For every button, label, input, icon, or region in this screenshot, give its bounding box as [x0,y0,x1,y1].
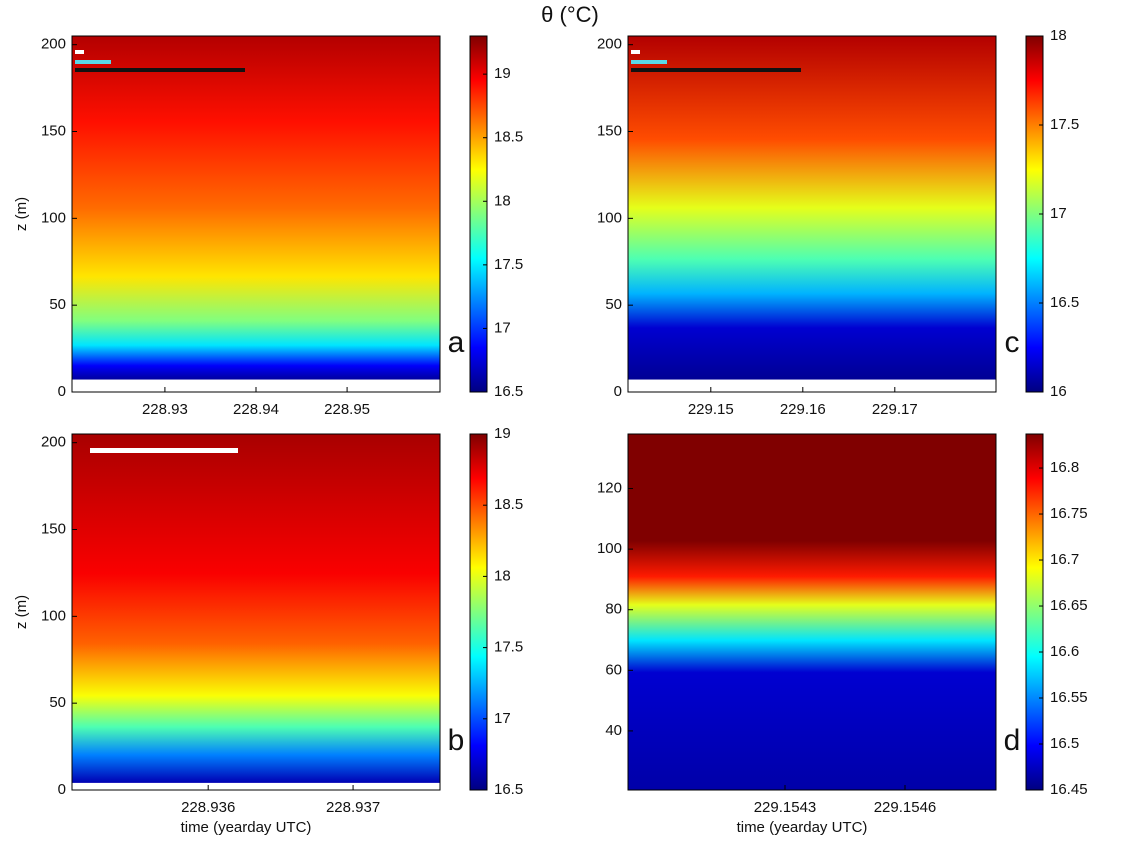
y-tick-label: 100 [597,540,622,557]
colorbar-tick-label: 18 [494,192,511,209]
plot-frame [627,433,997,791]
y-tick-label: 120 [597,480,622,497]
y-tick-label: 200 [597,36,622,53]
panel-label: a [448,326,465,359]
y-tick-label: 100 [41,209,66,226]
x-tick-label: 228.95 [324,401,370,418]
colorbar-tick-label: 17 [1050,205,1067,222]
colorbar-tick-label: 19 [494,425,511,442]
colorbar-tick-label: 18 [1050,27,1067,44]
y-tick-label: 150 [41,520,66,537]
y-tick-label: 0 [614,383,622,400]
colorbar [469,35,488,393]
y-tick-label: 150 [41,122,66,139]
y-tick-label: 40 [605,722,622,739]
y-axis-label: z (m) [13,595,30,629]
colorbar-tick-label: 17.5 [494,639,523,656]
colorbar-tick-label: 16.45 [1050,781,1088,798]
scale-bar [631,68,801,72]
x-tick-label: 229.1543 [754,799,817,816]
plot-frame [627,35,997,393]
y-tick-label: 200 [41,36,66,53]
y-tick-label: 150 [597,122,622,139]
scale-bar [631,60,667,64]
colorbar-tick-label: 16.5 [1050,735,1079,752]
colorbar-tick-label: 16.75 [1050,505,1088,522]
heatmap-field [72,36,440,380]
panel-label: b [448,724,465,757]
colorbar-tick-label: 16.5 [494,383,523,400]
colorbar-tick-label: 16.5 [494,781,523,798]
x-tick-label: 229.17 [872,401,918,418]
x-tick-label: 228.93 [142,401,188,418]
y-tick-label: 60 [605,661,622,678]
scale-bar [90,448,238,453]
y-axis-label: z (m) [13,197,30,231]
y-tick-label: 50 [605,296,622,313]
colorbar-tick-label: 18.5 [494,129,523,146]
y-tick-label: 80 [605,601,622,618]
y-tick-label: 200 [41,434,66,451]
colorbar-tick-label: 17.5 [1050,116,1079,133]
colorbar-tick-label: 18.5 [494,496,523,513]
x-tick-label: 228.937 [326,799,380,816]
colorbar-tick-label: 18 [494,567,511,584]
heatmap-field [628,36,996,380]
colorbar-tick-label: 16.65 [1050,597,1088,614]
figure-title: θ (°C) [541,2,599,27]
x-tick-label: 229.15 [688,401,734,418]
colorbar-tick-label: 16.7 [1050,551,1079,568]
scale-bar [75,50,84,54]
colorbar [1025,433,1044,791]
colorbar-tick-label: 16 [1050,383,1067,400]
x-tick-label: 228.936 [181,799,235,816]
colorbar-tick-label: 17 [494,319,511,336]
colorbar-tick-label: 16.6 [1050,643,1079,660]
scale-bar [631,50,640,54]
colorbar-tick-label: 16.55 [1050,689,1088,706]
colorbar [469,433,488,791]
x-tick-label: 228.94 [233,401,279,418]
y-tick-label: 100 [597,209,622,226]
scale-bar [75,60,111,64]
x-tick-label: 229.1546 [874,799,937,816]
scale-bar [75,68,245,72]
x-axis-label: time (yearday UTC) [737,819,868,836]
heatmap-field [628,434,996,790]
colorbar-tick-label: 17 [494,710,511,727]
y-tick-label: 50 [49,694,66,711]
colorbar-tick-label: 16.5 [1050,294,1079,311]
colorbar-tick-label: 16.8 [1050,459,1079,476]
plot-frame [71,433,441,791]
y-tick-label: 0 [58,781,66,798]
x-axis-label: time (yearday UTC) [181,819,312,836]
panel-label: c [1005,326,1020,359]
y-tick-label: 100 [41,607,66,624]
y-tick-label: 0 [58,383,66,400]
colorbar-tick-label: 17.5 [494,256,523,273]
panel-label: d [1004,724,1021,757]
y-tick-label: 50 [49,296,66,313]
x-tick-label: 229.16 [780,401,826,418]
heatmap-field [72,434,440,783]
colorbar-tick-label: 19 [494,65,511,82]
